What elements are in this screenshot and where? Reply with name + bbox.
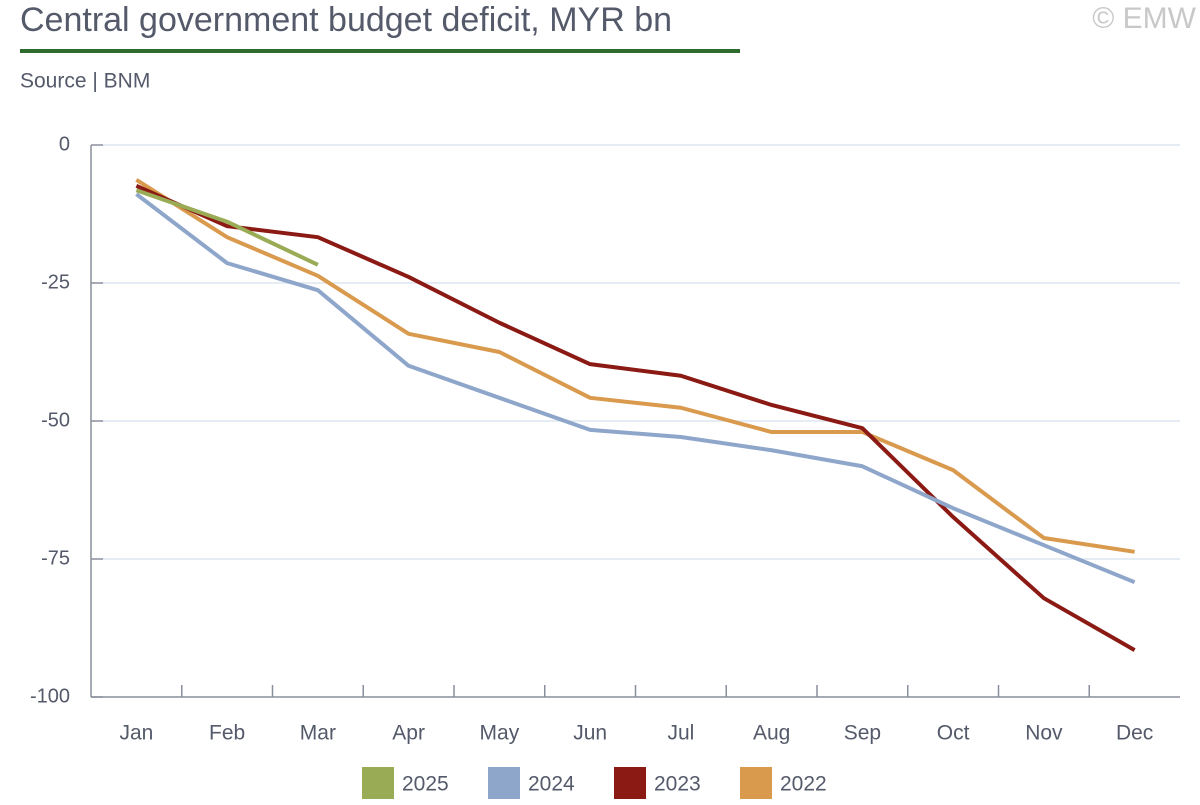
y-tick-label: -100 <box>30 685 70 707</box>
legend-swatch <box>614 767 646 799</box>
legend-swatch <box>740 767 772 799</box>
x-tick-label: Apr <box>392 722 425 745</box>
x-tick-label: Jan <box>119 722 153 745</box>
series-line <box>135 188 319 267</box>
x-tick-label: Nov <box>1025 722 1063 745</box>
legend-label: 2025 <box>402 773 449 796</box>
x-tick-label: May <box>480 722 520 745</box>
legend-swatch <box>362 767 394 799</box>
x-tick-label: Jun <box>573 722 607 745</box>
legend-label: 2022 <box>780 773 827 796</box>
y-tick-label: -25 <box>41 271 70 293</box>
legend-label: 2023 <box>654 773 701 796</box>
subtitle: Source | BNM <box>20 70 150 93</box>
copyright: © EMW <box>1092 2 1196 35</box>
x-tick-label: Feb <box>209 722 245 745</box>
x-tick-label: Mar <box>300 722 336 745</box>
series-line <box>135 184 1136 652</box>
legend-swatch <box>488 767 520 799</box>
x-tick-label: Jul <box>667 722 694 745</box>
y-tick-label: 0 <box>59 133 70 155</box>
x-tick-label: Dec <box>1116 722 1153 745</box>
series-line <box>135 178 1135 554</box>
x-tick-label: Oct <box>937 722 970 745</box>
chart-title: Central government budget deficit, MYR b… <box>20 1 672 39</box>
x-tick-label: Aug <box>753 722 790 745</box>
y-tick-label: -50 <box>41 409 70 431</box>
legend-label: 2024 <box>528 773 575 796</box>
series-line <box>135 192 1136 585</box>
y-tick-label: -75 <box>41 547 70 569</box>
x-tick-label: Sep <box>844 722 881 745</box>
